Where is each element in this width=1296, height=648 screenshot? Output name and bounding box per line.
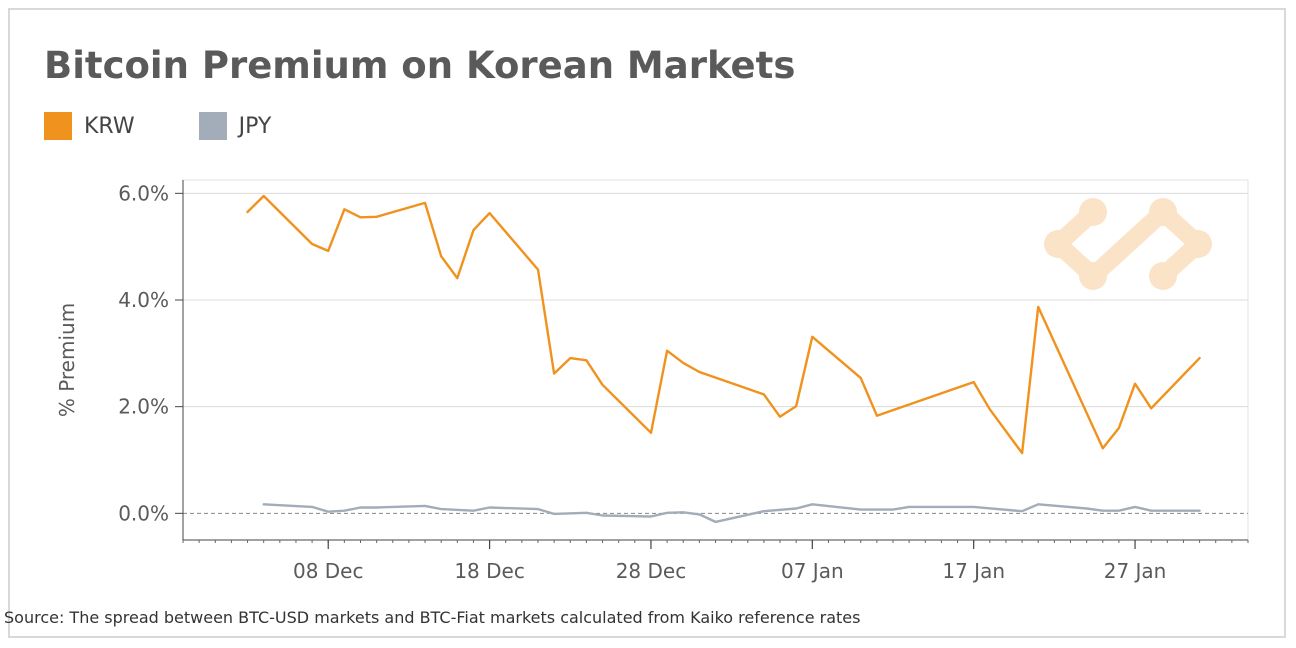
legend-item-jpy[interactable]: JPY xyxy=(198,112,272,140)
x-tick-label: 27 Jan xyxy=(1104,559,1167,583)
y-axis-label: % Premium xyxy=(55,303,79,417)
series-line-krw xyxy=(246,194,1201,455)
x-tick-label: 18 Dec xyxy=(454,559,525,583)
x-tick-label: 08 Dec xyxy=(293,559,364,583)
y-tick-label: 6.0% xyxy=(118,181,169,205)
x-tick-label: 17 Jan xyxy=(942,559,1005,583)
plot-frame xyxy=(182,179,1249,541)
logo-stroke xyxy=(1044,203,1212,285)
y-tick-label: 4.0% xyxy=(118,288,169,312)
legend-swatch-jpy xyxy=(198,112,227,140)
chart-title: Bitcoin Premium on Korean Markets xyxy=(44,44,796,87)
y-tick-label: 2.0% xyxy=(118,395,169,419)
legend-swatch-krw xyxy=(44,112,72,140)
x-tick-label: 28 Dec xyxy=(616,559,687,583)
source-note: Source: The spread between BTC-USD marke… xyxy=(4,608,861,627)
x-tick-label: 07 Jan xyxy=(781,559,844,583)
legend-item-krw[interactable]: KRW xyxy=(44,112,135,140)
y-tick-label: 0.0% xyxy=(118,501,169,525)
legend-label-jpy: JPY xyxy=(238,113,272,139)
series-line-jpy xyxy=(262,503,1201,524)
kaiko-logo-icon xyxy=(1044,198,1212,290)
legend: KRW JPY xyxy=(44,112,335,140)
legend-label-krw: KRW xyxy=(84,113,135,139)
